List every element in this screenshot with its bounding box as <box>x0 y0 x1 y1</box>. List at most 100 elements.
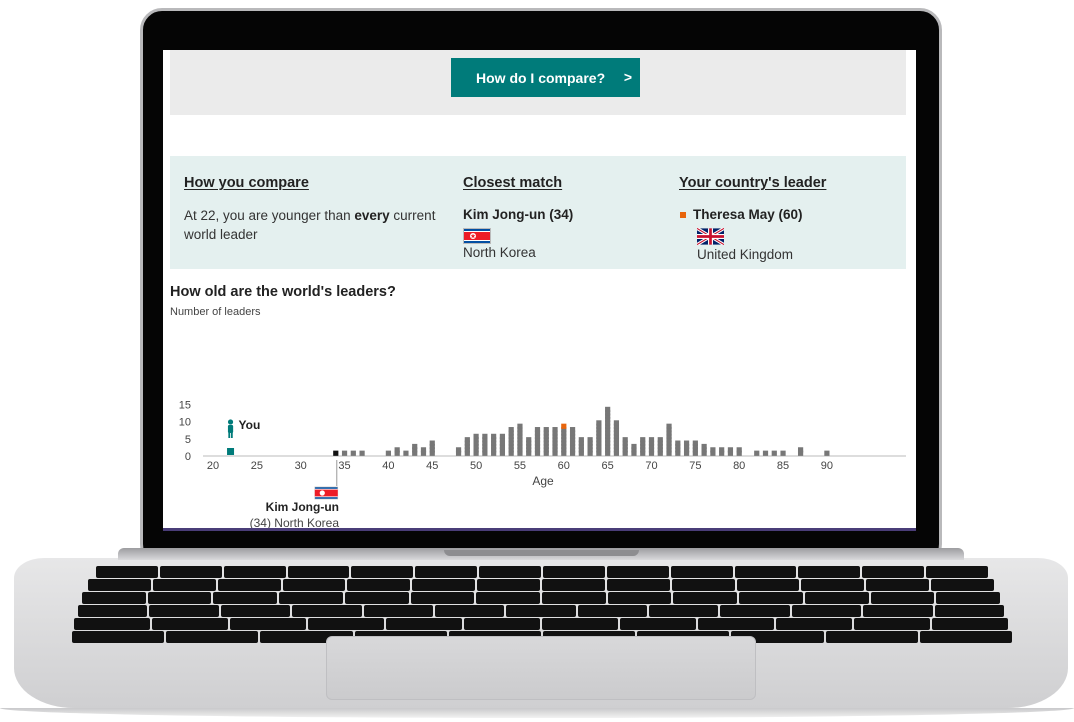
x-tick-label: 55 <box>514 460 526 472</box>
leader-square <box>683 447 690 453</box>
leader-square <box>631 450 637 456</box>
closest-match-name: Kim Jong-un (34) <box>463 207 574 222</box>
leader-square <box>569 443 576 450</box>
leader-square <box>692 440 698 446</box>
leader-square <box>508 443 514 450</box>
leader-square <box>499 443 506 450</box>
leader-square <box>499 437 506 443</box>
leader-square <box>648 443 655 450</box>
leader-square <box>534 430 541 436</box>
leader-square <box>657 437 663 443</box>
keyboard-key <box>606 566 669 578</box>
your-countrys-leader-heading: Your country's leader <box>679 175 827 191</box>
leader-square <box>613 443 620 450</box>
north-korea-flag-icon <box>463 228 491 244</box>
closest-match-country: North Korea <box>463 245 536 260</box>
compare-band: How do I compare? > <box>170 50 906 115</box>
leader-square <box>640 447 646 453</box>
leader-square <box>473 443 479 450</box>
leader-square <box>666 437 672 443</box>
leader-square <box>648 450 655 456</box>
keyboard-key <box>166 631 259 643</box>
leader-square <box>552 430 558 436</box>
leader-square <box>578 440 584 446</box>
leader-square <box>561 430 567 436</box>
leader-square <box>666 433 672 439</box>
x-tick-label: 85 <box>777 460 789 472</box>
x-tick-label: 20 <box>207 460 219 472</box>
keyboard-key <box>351 566 414 578</box>
leader-square <box>552 443 558 450</box>
leader-square <box>482 433 488 439</box>
compare-text-emphasis: every <box>354 208 390 223</box>
leader-square <box>605 430 611 436</box>
keyboard-key <box>825 631 918 643</box>
leader-square <box>613 433 620 439</box>
keyboard <box>72 566 1012 643</box>
leader-square <box>675 450 681 456</box>
leader-square <box>605 450 611 456</box>
leader-square <box>762 450 769 456</box>
keyboard-key <box>934 605 1004 617</box>
leader-square <box>464 450 470 456</box>
leader-square <box>701 447 707 453</box>
leader-square <box>631 447 637 453</box>
keyboard-key <box>620 618 696 630</box>
keyboard-key <box>606 579 670 591</box>
leader-square <box>631 443 637 450</box>
leader-square <box>640 440 646 446</box>
leader-square <box>675 447 681 453</box>
keyboard-key <box>543 566 605 578</box>
leader-square <box>569 440 576 446</box>
leader-square <box>578 443 584 450</box>
keyboard-key <box>415 566 478 578</box>
leader-square <box>605 413 611 419</box>
x-tick-label: 90 <box>821 460 833 472</box>
leader-square <box>797 450 804 456</box>
leader-square <box>517 423 523 429</box>
leader-square <box>596 450 602 456</box>
leader-square <box>675 440 681 446</box>
leader-square <box>534 450 541 456</box>
keyboard-key <box>292 605 362 617</box>
x-tick-label: 75 <box>689 460 701 472</box>
leader-square <box>640 450 646 456</box>
keyboard-row <box>96 566 988 578</box>
closest-match-heading: Closest match <box>463 175 563 191</box>
leader-square <box>455 447 462 453</box>
keyboard-key <box>386 618 462 630</box>
leader-square <box>543 447 549 453</box>
leader-square <box>605 437 611 443</box>
leader-square <box>605 416 611 423</box>
keyboard-key <box>279 592 343 604</box>
keyboard-key <box>854 618 930 630</box>
leader-square <box>552 440 558 446</box>
leader-square <box>499 447 506 453</box>
leader-square <box>613 437 620 443</box>
keyboard-key <box>919 631 1012 643</box>
leader-square <box>605 427 611 433</box>
keyboard-key <box>698 618 774 630</box>
keyboard-row <box>82 592 1000 604</box>
how-do-i-compare-button[interactable]: How do I compare? > <box>451 58 640 97</box>
y-tick-label: 0 <box>185 451 191 463</box>
x-tick-label: 65 <box>602 460 614 472</box>
leader-square <box>683 440 690 446</box>
leader-square <box>605 443 611 450</box>
leader-square <box>473 433 479 439</box>
x-tick-label: 45 <box>426 460 438 472</box>
kim-flag-red <box>314 489 338 497</box>
how-you-compare-text: At 22, you are younger than every curren… <box>184 206 449 244</box>
leader-square <box>692 450 698 456</box>
uk-leader-marker-icon <box>680 212 686 218</box>
leader-square <box>701 443 707 450</box>
compare-text-pre: At 22, you are younger than <box>184 208 355 223</box>
leader-square <box>736 450 742 456</box>
leader-square <box>613 423 620 429</box>
leader-square <box>482 443 488 450</box>
leader-square <box>613 440 620 446</box>
leader-square <box>569 447 576 453</box>
leader-square <box>552 450 558 456</box>
keyboard-key <box>506 605 576 617</box>
leader-square <box>517 427 523 433</box>
